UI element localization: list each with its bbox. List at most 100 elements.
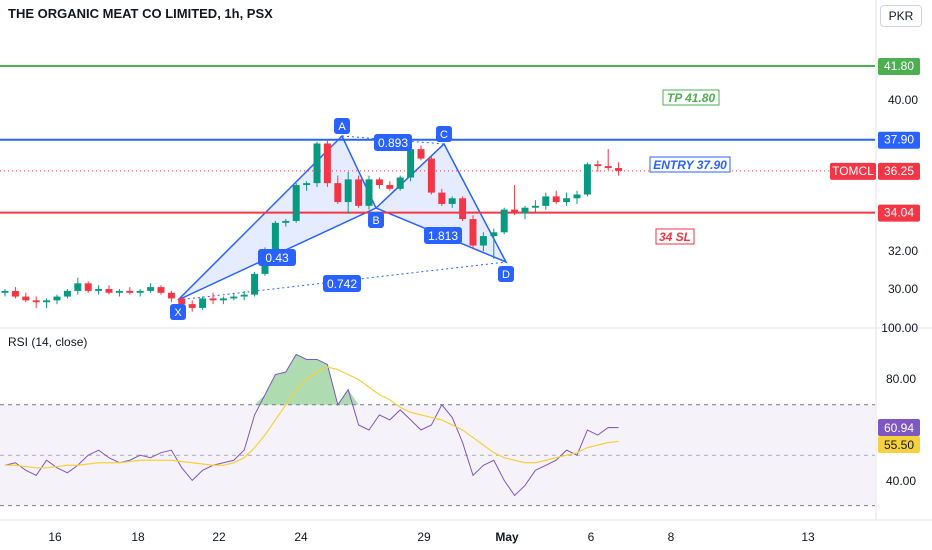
candle-body <box>219 298 227 301</box>
candle-body <box>63 290 71 297</box>
harmonic-point-badge <box>368 212 384 228</box>
entry-annotation-box <box>649 156 731 173</box>
candle-body <box>32 300 40 303</box>
rsi-value-badge <box>878 419 920 436</box>
candle-body <box>313 143 321 184</box>
harmonic-ratio-label: 0.43 <box>265 251 289 265</box>
candle-body <box>271 222 279 252</box>
price-level-badge <box>878 57 920 75</box>
candle-body <box>407 149 415 178</box>
tp-annotation-box <box>662 89 720 106</box>
candle-body <box>74 283 82 291</box>
time-tick-label: 29 <box>417 530 431 544</box>
candle-body <box>427 158 435 193</box>
candle-body <box>615 168 623 171</box>
price-level-badge <box>878 204 920 222</box>
harmonic-point-label: B <box>372 215 379 227</box>
candle-body <box>604 166 612 169</box>
rsi-line <box>4 353 619 497</box>
candle-body <box>500 209 508 233</box>
candle-body <box>251 273 259 295</box>
symbol-tag: TOMCL <box>832 164 874 178</box>
currency-button[interactable]: PKR <box>880 5 922 27</box>
harmonic-ratio-badge <box>323 275 361 292</box>
harmonic-ratio-badge <box>258 249 296 266</box>
rsi-title: RSI (14, close) <box>8 335 88 349</box>
candle-body <box>355 179 363 206</box>
price-tick-label: 100.00 <box>881 321 918 335</box>
harmonic-point-badge <box>436 126 452 142</box>
price-tick-label: 32.00 <box>888 244 918 258</box>
candle-body <box>583 164 591 195</box>
rsi-ma-line <box>5 366 619 469</box>
candle-body <box>22 296 30 301</box>
candle-body <box>396 177 404 189</box>
candle-body <box>178 298 186 305</box>
candle-body <box>573 194 581 199</box>
sl-annotation-box <box>655 228 695 245</box>
rsi-tick-label: 40.00 <box>886 474 916 488</box>
rsi-ma-badge <box>878 436 920 453</box>
harmonic-ratio-badge <box>374 134 412 151</box>
candle-body <box>323 143 331 184</box>
harmonic-ratio-label: 1.813 <box>428 229 458 243</box>
candle-body <box>531 205 539 208</box>
price-tick-label: 40.00 <box>888 93 918 107</box>
rsi-value-label: 60.94 <box>884 421 914 435</box>
candle-body <box>511 209 519 214</box>
harmonic-point-label: X <box>174 307 182 319</box>
candle-body <box>147 287 155 291</box>
harmonic-point-badge <box>170 304 186 320</box>
harmonic-point-label: D <box>502 269 510 281</box>
time-tick-label: 22 <box>212 530 226 544</box>
candle-body <box>490 232 498 237</box>
time-tick-label: 8 <box>668 530 675 544</box>
candle-body <box>167 292 175 299</box>
price-level-label: 36.25 <box>884 164 914 178</box>
candle-body <box>365 179 373 206</box>
time-tick-label: 18 <box>131 530 145 544</box>
candle-body <box>479 236 487 246</box>
candle-body <box>240 294 248 297</box>
price-level-label: 34.04 <box>884 206 914 220</box>
candle-body <box>521 207 529 214</box>
candle-body <box>188 304 196 308</box>
price-level-label: 37.90 <box>884 133 914 147</box>
candle-body <box>292 185 300 221</box>
candle-body <box>230 296 238 299</box>
time-tick-label: 6 <box>588 530 595 544</box>
price-level-label: 41.80 <box>884 59 914 73</box>
time-tick-label: 16 <box>48 530 62 544</box>
candle-body <box>344 179 352 203</box>
candle-body <box>199 298 207 308</box>
tp-annotation: TP 41.80 <box>667 91 716 105</box>
candle-body <box>552 196 560 203</box>
candle-body <box>438 192 446 204</box>
candle-body <box>594 164 602 167</box>
rsi-ma-label: 55.50 <box>884 438 914 452</box>
candle-body <box>448 198 456 204</box>
price-level-badge <box>878 162 920 180</box>
candle-body <box>84 283 92 291</box>
harmonic-point-label: A <box>338 121 346 133</box>
candle-body <box>469 219 477 246</box>
candle-body <box>105 289 113 293</box>
harmonic-ratio-label: 0.893 <box>378 136 408 150</box>
candle-body <box>95 289 103 291</box>
harmonic-point-badge <box>498 266 514 282</box>
candle-body <box>375 179 383 186</box>
time-tick-label: 24 <box>294 530 308 544</box>
harmonic-xb-line <box>177 207 377 301</box>
harmonic-point-label: C <box>440 129 448 141</box>
candle-body <box>43 300 51 303</box>
candle-body <box>209 298 217 301</box>
symbol-tag-badge <box>830 162 876 180</box>
harmonic-ratio-badge <box>424 227 462 244</box>
candle-body <box>386 185 394 189</box>
chart-title: THE ORGANIC MEAT CO LIMITED, 1h, PSX <box>8 6 273 21</box>
candle-body <box>115 290 123 293</box>
rsi-overbought-fill <box>5 354 619 405</box>
candle-body <box>53 296 61 301</box>
entry-annotation: ENTRY 37.90 <box>653 158 727 172</box>
